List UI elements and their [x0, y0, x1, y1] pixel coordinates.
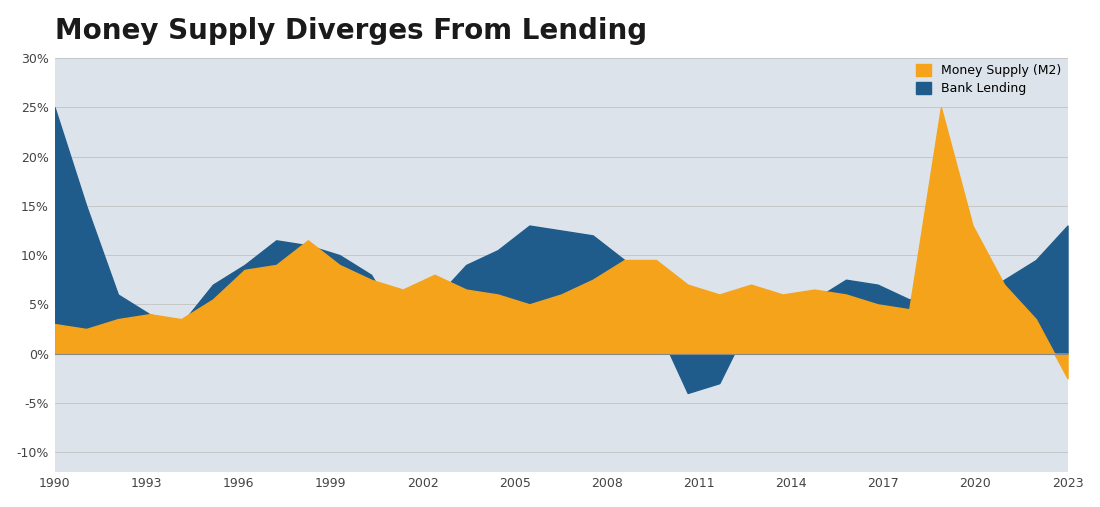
Legend: Money Supply (M2), Bank Lending: Money Supply (M2), Bank Lending	[916, 64, 1062, 95]
Text: Money Supply Diverges From Lending: Money Supply Diverges From Lending	[55, 17, 647, 45]
